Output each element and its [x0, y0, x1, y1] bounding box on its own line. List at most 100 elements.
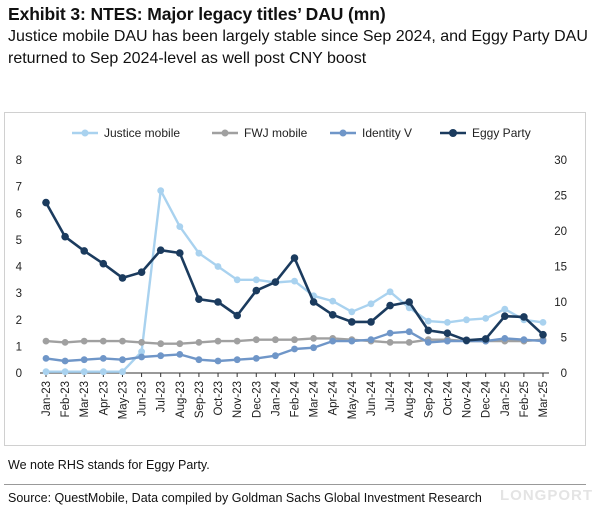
x-tick-label: Nov-24: [462, 380, 474, 418]
data-point-fwj-mobile: [272, 336, 279, 344]
data-point-identity-v: [386, 329, 394, 337]
legend-label-identity-v: Identity V: [362, 126, 412, 140]
y-right-tick-label: 10: [554, 297, 567, 309]
data-point-identity-v: [138, 353, 146, 361]
data-point-fwj-mobile: [119, 337, 126, 345]
data-point-justice-mobile: [42, 368, 50, 376]
data-point-eggy-party: [195, 295, 203, 304]
x-tick-label: Jan-23: [41, 381, 53, 416]
data-point-justice-mobile: [386, 288, 394, 296]
x-tick-label: Apr-24: [328, 380, 340, 415]
data-point-fwj-mobile: [80, 337, 88, 345]
x-tick-label: Jul-23: [156, 381, 168, 412]
data-point-identity-v: [42, 355, 50, 362]
data-point-identity-v: [329, 337, 337, 345]
data-point-identity-v: [157, 352, 165, 360]
chart-note: We note RHS stands for Eggy Party.: [8, 458, 210, 472]
data-point-identity-v: [367, 336, 375, 344]
x-tick-label: Aug-23: [175, 381, 187, 418]
data-point-fwj-mobile: [214, 337, 222, 345]
chart-title: Exhibit 3: NTES: Major legacy titles’ DA…: [8, 4, 386, 24]
y-left-tick-label: 4: [16, 262, 23, 274]
x-tick-label: Oct-23: [213, 381, 225, 416]
x-tick-label: Jun-23: [137, 381, 149, 416]
chart-header: Exhibit 3: NTES: Major legacy titles’ DA…: [8, 2, 588, 70]
data-point-eggy-party: [42, 198, 50, 207]
legend-swatch-marker-fwj-mobile: [221, 129, 229, 137]
data-point-justice-mobile: [291, 277, 298, 285]
data-point-eggy-party: [233, 311, 241, 320]
data-point-identity-v: [214, 357, 222, 365]
data-point-identity-v: [119, 356, 126, 364]
data-point-identity-v: [272, 352, 279, 360]
data-point-eggy-party: [348, 318, 356, 326]
x-tick-label: Jan-25: [500, 381, 512, 416]
data-point-eggy-party: [501, 312, 509, 321]
data-point-justice-mobile: [214, 263, 222, 270]
x-tick-label: Mar-25: [538, 381, 550, 417]
data-point-justice-mobile: [444, 319, 451, 326]
data-point-eggy-party: [386, 301, 394, 310]
data-point-identity-v: [424, 339, 432, 346]
data-point-identity-v: [99, 355, 107, 362]
legend-label-eggy-party: Eggy Party: [472, 126, 531, 140]
data-point-fwj-mobile: [157, 340, 165, 348]
legend-label-fwj-mobile: FWJ mobile: [244, 126, 308, 140]
chart-subtitle: Justice mobile DAU has been largely stab…: [8, 28, 588, 67]
watermark: LONGPORT: [500, 487, 593, 504]
data-point-eggy-party: [61, 232, 69, 241]
data-point-eggy-party: [137, 268, 146, 277]
data-point-eggy-party: [520, 313, 528, 321]
data-point-identity-v: [501, 335, 509, 342]
legend-label-justice-mobile: Justice mobile: [104, 126, 180, 140]
x-tick-label: Feb-25: [519, 381, 531, 417]
y-right-tick-label: 30: [554, 155, 567, 167]
data-point-justice-mobile: [157, 187, 165, 195]
y-right-tick-label: 20: [554, 226, 567, 238]
data-point-identity-v: [80, 356, 88, 364]
data-point-fwj-mobile: [291, 336, 298, 344]
data-point-eggy-party: [290, 254, 299, 262]
data-point-fwj-mobile: [42, 337, 50, 345]
data-point-eggy-party: [252, 286, 261, 295]
data-point-identity-v: [405, 328, 413, 336]
y-left-tick-label: 3: [16, 288, 22, 300]
data-point-justice-mobile: [233, 276, 241, 284]
y-left-tick-label: 7: [16, 182, 22, 194]
legend-swatch-marker-identity-v: [339, 129, 347, 137]
data-point-justice-mobile: [61, 368, 69, 376]
data-point-fwj-mobile: [252, 336, 260, 344]
data-point-identity-v: [195, 356, 203, 364]
divider: [4, 484, 586, 485]
y-left-tick-label: 1: [16, 341, 22, 353]
data-point-justice-mobile: [119, 368, 126, 376]
legend-swatch-marker-justice-mobile: [81, 129, 89, 137]
data-point-identity-v: [176, 351, 184, 358]
data-point-identity-v: [252, 355, 260, 362]
data-point-justice-mobile: [501, 305, 509, 313]
data-point-justice-mobile: [482, 315, 490, 322]
data-point-justice-mobile: [138, 348, 146, 356]
data-point-justice-mobile: [539, 319, 547, 326]
data-point-justice-mobile: [424, 317, 432, 325]
data-point-eggy-party: [309, 298, 318, 306]
data-point-justice-mobile: [252, 276, 260, 284]
x-tick-label: Sep-24: [423, 380, 435, 418]
x-tick-label: May-23: [117, 381, 129, 419]
data-point-justice-mobile: [329, 297, 337, 305]
data-point-fwj-mobile: [176, 340, 184, 348]
data-point-eggy-party: [176, 249, 184, 257]
data-point-eggy-party: [156, 246, 165, 254]
x-tick-label: Mar-24: [309, 380, 321, 417]
data-point-eggy-party: [481, 335, 490, 343]
data-point-justice-mobile: [176, 223, 184, 231]
y-left-tick-label: 0: [16, 368, 22, 380]
y-right-tick-label: 0: [561, 368, 567, 380]
data-point-justice-mobile: [367, 300, 375, 308]
data-point-fwj-mobile: [386, 339, 394, 346]
data-point-eggy-party: [328, 311, 337, 319]
data-point-eggy-party: [214, 298, 222, 306]
x-tick-label: Aug-24: [404, 380, 416, 418]
data-point-eggy-party: [539, 330, 547, 339]
